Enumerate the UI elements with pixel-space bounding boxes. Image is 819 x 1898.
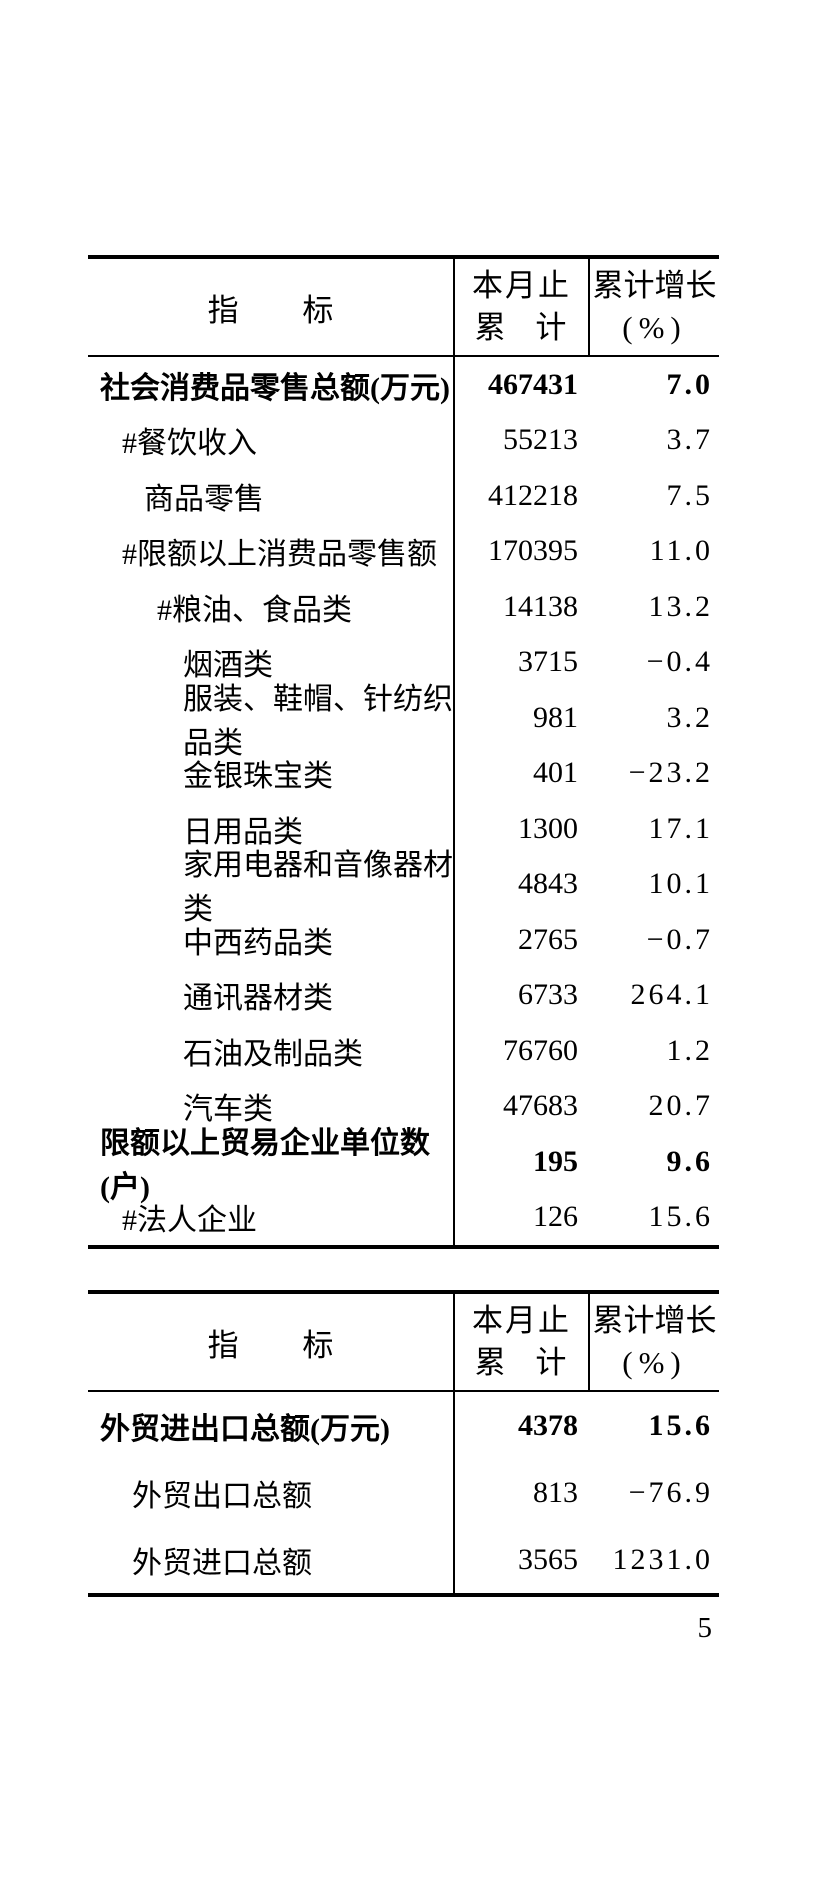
growth-cell: 1231.0 [612, 1542, 713, 1576]
growth-cell: 1.2 [666, 1033, 713, 1067]
table-row: 社会消费品零售总额(万元) 467431 7.0 [88, 357, 719, 413]
table-row: #餐饮收入 55213 3.7 [88, 412, 719, 468]
cumulative-cell: 3565 [453, 1526, 588, 1593]
header-growth-line2: (%) [622, 1345, 687, 1380]
growth-cell: 3.2 [666, 700, 713, 734]
table-row: 石油及制品类 76760 1.2 [88, 1023, 719, 1079]
table-row: #限额以上消费品零售额 170395 11.0 [88, 523, 719, 579]
table-row: 汽车类 47683 20.7 [88, 1078, 719, 1134]
header-cumulative-line2: 累 计 [474, 310, 569, 345]
header-cumulative-line1: 本月止 [472, 1303, 571, 1338]
cumulative-cell: 170395 [453, 523, 588, 579]
growth-cell: 10.1 [648, 867, 713, 901]
cumulative-cell: 14138 [453, 579, 588, 635]
growth-cell: 13.2 [648, 589, 713, 623]
indicator-cell: 外贸出口总额 [132, 1479, 312, 1513]
indicator-cell: 家用电器和音像器材类 [183, 849, 453, 927]
growth-cell: 17.1 [648, 811, 713, 845]
cumulative-cell: 4378 [453, 1392, 588, 1459]
table-header: 指 标 本月止 累 计 累计增长 (%) [88, 1294, 719, 1392]
indicator-cell: 社会消费品零售总额(万元) [100, 371, 450, 405]
indicator-cell: #粮油、食品类 [157, 593, 352, 627]
indicator-cell: 服装、鞋帽、针纺织品类 [183, 682, 453, 760]
cumulative-cell: 1300 [453, 801, 588, 857]
cumulative-cell: 981 [453, 690, 588, 746]
growth-cell: 15.6 [648, 1200, 713, 1234]
growth-cell: −76.9 [628, 1475, 713, 1509]
cumulative-cell: 3715 [453, 634, 588, 690]
cumulative-cell: 47683 [453, 1078, 588, 1134]
growth-cell: 7.5 [666, 478, 713, 512]
indicator-cell: 日用品类 [183, 815, 303, 849]
header-growth: 累计增长 (%) [588, 1294, 719, 1390]
header-cumulative: 本月止 累 计 [453, 1294, 588, 1390]
indicator-cell: 金银珠宝类 [183, 760, 333, 794]
growth-cell: −23.2 [628, 756, 713, 790]
growth-cell: 3.7 [666, 423, 713, 457]
indicator-cell: #限额以上消费品零售额 [122, 538, 437, 572]
table-header: 指 标 本月止 累 计 累计增长 (%) [88, 259, 719, 357]
foreign-trade-table: 指 标 本月止 累 计 累计增长 (%) 外贸进出口总额(万元) 4378 15.6… [88, 1290, 719, 1597]
header-cumulative: 本月止 累 计 [453, 259, 588, 355]
header-cumulative-line2: 累 计 [474, 1345, 569, 1380]
table-row: 限额以上贸易企业单位数(户) 195 9.6 [88, 1126, 719, 1204]
table-row: 外贸出口总额 813 −76.9 [88, 1459, 719, 1526]
indicator-cell: 烟酒类 [183, 649, 273, 683]
table-row: 家用电器和音像器材类 4843 10.1 [88, 849, 719, 927]
table-row: 日用品类 1300 17.1 [88, 801, 719, 857]
indicator-cell: 商品零售 [144, 482, 264, 516]
growth-cell: 11.0 [649, 534, 713, 568]
table-row: 通讯器材类 6733 264.1 [88, 967, 719, 1023]
cumulative-cell: 813 [453, 1459, 588, 1526]
table-row: 服装、鞋帽、针纺织品类 981 3.2 [88, 682, 719, 760]
header-growth-line2: (%) [622, 310, 687, 345]
cumulative-cell: 2765 [453, 912, 588, 968]
cumulative-cell: 195 [453, 1134, 588, 1190]
cumulative-cell: 467431 [453, 357, 588, 413]
table-row: 烟酒类 3715 −0.4 [88, 634, 719, 690]
indicator-cell: 外贸进出口总额(万元) [100, 1412, 390, 1446]
table-body: 社会消费品零售总额(万元) 467431 7.0 #餐饮收入 55213 3.7 商品零售 4… [88, 357, 719, 1245]
header-cumulative-line1: 本月止 [472, 268, 571, 303]
indicator-cell: 汽车类 [183, 1093, 273, 1127]
growth-cell: 9.6 [666, 1144, 713, 1178]
indicator-cell: 限额以上贸易企业单位数(户) [100, 1126, 430, 1204]
growth-cell: 7.0 [666, 367, 713, 401]
table-row: 金银珠宝类 401 −23.2 [88, 745, 719, 801]
page-number: 5 [697, 1612, 713, 1644]
cumulative-cell: 6733 [453, 967, 588, 1023]
cumulative-cell: 76760 [453, 1023, 588, 1079]
indicator-cell: 中西药品类 [183, 926, 333, 960]
header-growth: 累计增长 (%) [588, 259, 719, 355]
table-row: 中西药品类 2765 −0.7 [88, 912, 719, 968]
table-row: 商品零售 412218 7.5 [88, 468, 719, 524]
cumulative-cell: 412218 [453, 468, 588, 524]
table-body: 外贸进出口总额(万元) 4378 15.6 外贸出口总额 813 −76.9 外贸进口总额 3… [88, 1392, 719, 1593]
cumulative-cell: 126 [453, 1189, 588, 1245]
indicator-cell: 通讯器材类 [183, 982, 333, 1016]
header-growth-line1: 累计增长 [592, 268, 717, 303]
growth-cell: 264.1 [630, 978, 713, 1012]
cumulative-cell: 4843 [453, 856, 588, 912]
consumer-retail-table: 指 标 本月止 累 计 累计增长 (%) 社会消费品零售总额(万元) 467431… [88, 255, 719, 1249]
indicator-cell: #餐饮收入 [122, 427, 257, 461]
header-indicator: 指 标 [207, 1327, 334, 1363]
table-row: 外贸进出口总额(万元) 4378 15.6 [88, 1392, 719, 1459]
indicator-cell: 石油及制品类 [183, 1037, 363, 1071]
table-row: #粮油、食品类 14138 13.2 [88, 579, 719, 635]
growth-cell: 15.6 [648, 1408, 713, 1442]
growth-cell: −0.7 [646, 922, 713, 956]
indicator-cell: 外贸进口总额 [132, 1546, 312, 1580]
table-row: #法人企业 126 15.6 [88, 1189, 719, 1245]
growth-cell: 20.7 [648, 1089, 713, 1123]
growth-cell: −0.4 [646, 645, 713, 679]
header-indicator: 指 标 [207, 292, 334, 328]
cumulative-cell: 401 [453, 745, 588, 801]
indicator-cell: #法人企业 [122, 1204, 257, 1238]
cumulative-cell: 55213 [453, 412, 588, 468]
header-growth-line1: 累计增长 [592, 1303, 717, 1338]
table-row: 外贸进口总额 3565 1231.0 [88, 1526, 719, 1593]
